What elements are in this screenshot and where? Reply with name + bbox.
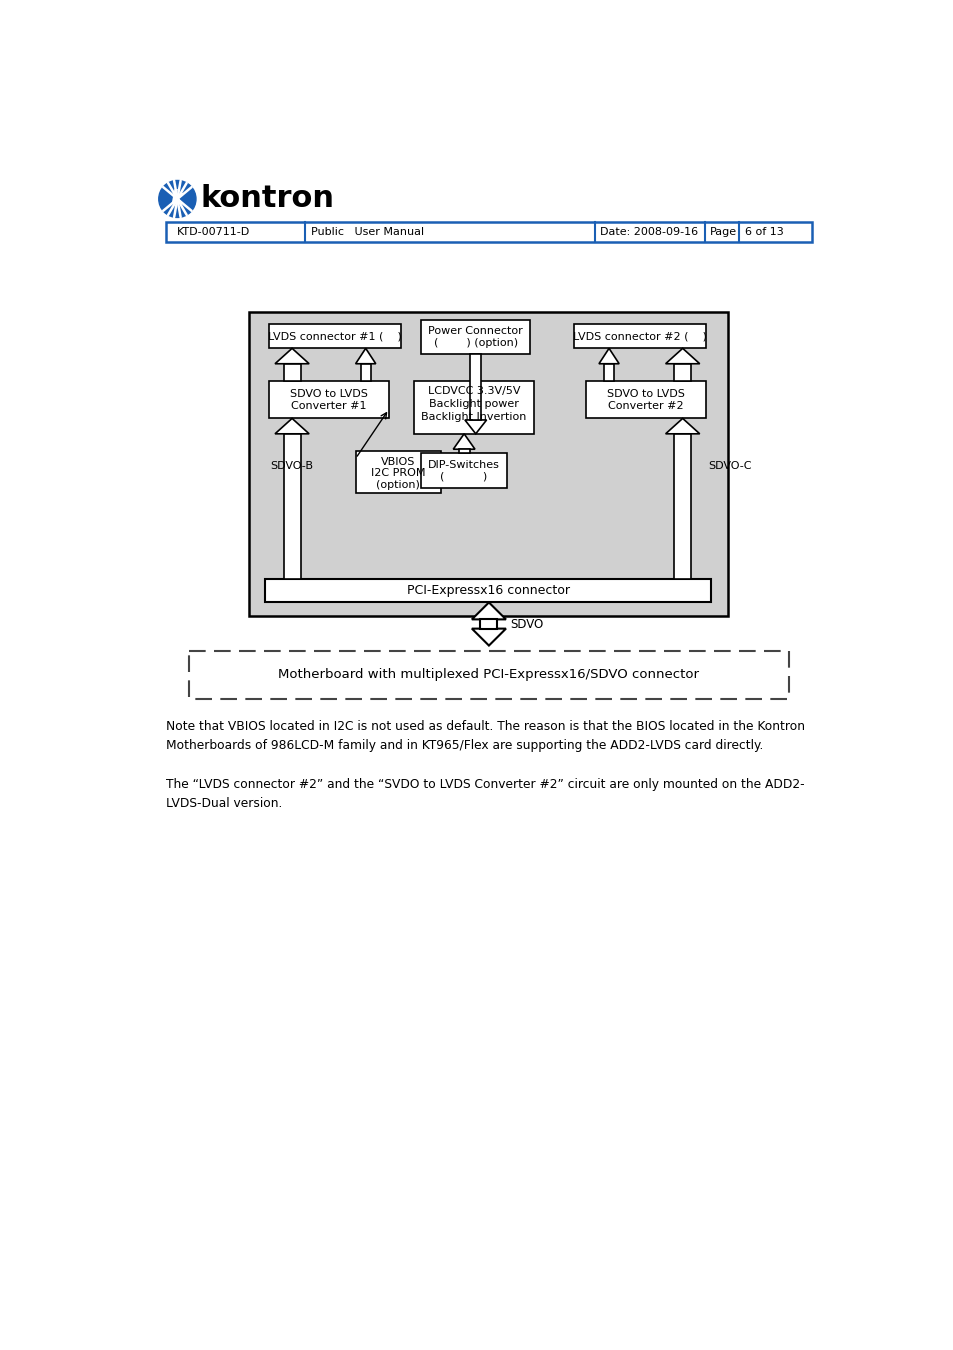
Text: The “LVDS connector #2” and the “SVDO to LVDS Converter #2” circuit are only mou: The “LVDS connector #2” and the “SVDO to… <box>166 778 803 810</box>
Text: SDVO-B: SDVO-B <box>270 462 313 471</box>
Bar <box>269 382 389 418</box>
Text: (option): (option) <box>375 479 419 490</box>
Polygon shape <box>355 348 375 363</box>
Text: LVDS connector #1 (    ): LVDS connector #1 ( ) <box>268 331 401 342</box>
Bar <box>421 454 506 487</box>
Text: Backlight power: Backlight power <box>429 398 518 409</box>
Polygon shape <box>665 418 699 433</box>
Text: (        ) (option): ( ) (option) <box>434 338 517 348</box>
Text: DIP-Switches: DIP-Switches <box>428 459 499 470</box>
Bar <box>166 221 811 242</box>
Text: LCDVCC 3.3V/5V: LCDVCC 3.3V/5V <box>427 386 519 397</box>
Text: Converter #1: Converter #1 <box>291 401 366 412</box>
Polygon shape <box>665 348 699 363</box>
Bar <box>414 382 534 433</box>
Polygon shape <box>274 348 309 363</box>
Text: KTD-00711-D: KTD-00711-D <box>177 227 251 238</box>
Bar <box>458 450 469 454</box>
Polygon shape <box>464 420 486 433</box>
Text: LVDS connector #2 (    ): LVDS connector #2 ( ) <box>573 331 706 342</box>
Text: Motherboard with multiplexed PCI-Expressx16/SDVO connector: Motherboard with multiplexed PCI-Express… <box>278 668 699 682</box>
Text: Public   User Manual: Public User Manual <box>311 227 424 238</box>
Bar <box>269 324 400 348</box>
Text: Note that VBIOS located in I2C is not used as default. The reason is that the BI: Note that VBIOS located in I2C is not us… <box>166 721 804 752</box>
Text: Page: Page <box>709 227 736 238</box>
Bar <box>360 363 371 382</box>
Bar <box>283 363 300 382</box>
Text: PCI-Expressx16 connector: PCI-Expressx16 connector <box>406 585 569 598</box>
Bar <box>674 433 691 579</box>
Bar <box>355 451 440 493</box>
Text: SDVO to LVDS: SDVO to LVDS <box>290 389 368 398</box>
Bar <box>189 651 788 699</box>
Text: kontron: kontron <box>200 185 335 213</box>
Bar <box>574 324 705 348</box>
Bar <box>480 620 497 629</box>
Text: I2C PROM: I2C PROM <box>371 468 425 478</box>
Bar <box>421 320 530 354</box>
Text: SDVO-C: SDVO-C <box>707 462 751 471</box>
Text: SDVO to LVDS: SDVO to LVDS <box>606 389 684 398</box>
Text: Converter #2: Converter #2 <box>607 401 683 412</box>
Polygon shape <box>453 433 475 450</box>
Text: Date: 2008-09-16: Date: 2008-09-16 <box>599 227 698 238</box>
Bar <box>585 382 705 418</box>
Text: SDVO: SDVO <box>510 617 543 630</box>
Text: (           ): ( ) <box>440 472 487 482</box>
Text: Power Connector: Power Connector <box>428 325 522 336</box>
Bar <box>674 363 691 382</box>
Bar <box>283 433 300 579</box>
Text: 6 of 13: 6 of 13 <box>744 227 783 238</box>
Bar <box>603 363 614 382</box>
Polygon shape <box>598 348 618 363</box>
Text: k: k <box>171 189 184 208</box>
Circle shape <box>158 181 195 217</box>
Polygon shape <box>274 418 309 433</box>
Bar <box>249 312 728 617</box>
Polygon shape <box>472 629 505 645</box>
Bar <box>470 354 480 420</box>
Text: VBIOS: VBIOS <box>380 456 415 467</box>
Bar <box>265 579 711 602</box>
Polygon shape <box>472 602 505 620</box>
Text: Backlight Invertion: Backlight Invertion <box>420 412 526 421</box>
